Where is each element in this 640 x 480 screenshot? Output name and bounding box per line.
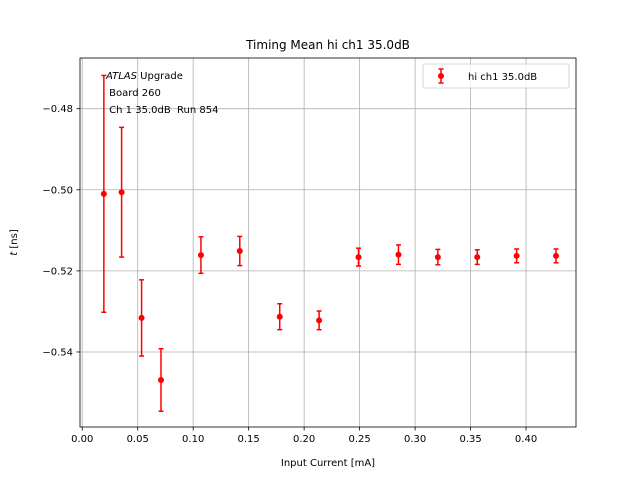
x-tick-label: 0.05 <box>127 434 149 445</box>
legend-point-marker <box>438 73 444 79</box>
annotation-line-1: ATLAS Upgrade <box>105 71 183 82</box>
y-tick-label: −0.50 <box>42 185 73 196</box>
point-marker <box>316 317 323 324</box>
annotation-atlas: ATLAS <box>105 71 138 82</box>
x-tick-label: 0.35 <box>459 434 481 445</box>
point-marker <box>474 254 481 261</box>
y-axis-label-unit: [ns] <box>9 229 20 252</box>
data-point <box>118 126 125 258</box>
point-marker <box>434 254 441 261</box>
x-tick-label: 0.15 <box>238 434 260 445</box>
data-point <box>236 235 243 267</box>
data-point <box>276 302 283 331</box>
plot-area <box>80 58 576 427</box>
x-tick-label: 0.30 <box>404 434 426 445</box>
data-point <box>513 248 520 264</box>
chart-title: Timing Mean hi ch1 35.0dB <box>245 38 410 52</box>
y-axis-label-symbol: t <box>9 251 20 256</box>
data-point <box>395 244 402 266</box>
annotation: ATLAS Upgrade Board 260 Ch 1 35.0dB Run … <box>105 71 219 116</box>
point-marker <box>276 313 283 320</box>
point-marker <box>513 252 520 259</box>
x-tick-label: 0.20 <box>293 434 315 445</box>
point-marker <box>553 252 560 259</box>
data-points <box>100 74 560 412</box>
x-tick-label: 0.10 <box>182 434 204 445</box>
x-tick-label: 0.40 <box>515 434 537 445</box>
x-tick-label: 0.00 <box>71 434 93 445</box>
annotation-line-2: Board 260 <box>106 88 161 99</box>
annotation-upgrade: Upgrade <box>137 71 183 82</box>
data-point <box>138 279 145 357</box>
point-marker <box>118 189 125 196</box>
y-tick-label: −0.52 <box>42 266 73 277</box>
point-marker <box>236 248 243 255</box>
y-tick-label: −0.48 <box>42 104 73 115</box>
data-point <box>316 310 323 331</box>
point-marker <box>197 252 204 259</box>
x-axis-ticks: 0.00 0.05 0.10 0.15 0.20 0.25 0.30 0.35 0.40 <box>71 427 537 445</box>
x-axis-label: Input Current [mA] <box>281 458 375 469</box>
legend: hi ch1 35.0dB <box>422 63 570 89</box>
y-tick-label: −0.54 <box>42 347 73 358</box>
data-point <box>434 248 441 266</box>
data-point <box>553 248 560 264</box>
y-axis-ticks: −0.54 −0.52 −0.50 −0.48 <box>42 104 80 358</box>
legend-marker <box>438 68 444 84</box>
point-marker <box>100 190 107 197</box>
legend-label: hi ch1 35.0dB <box>468 72 537 83</box>
point-marker <box>158 376 165 383</box>
x-tick-label: 0.25 <box>348 434 370 445</box>
point-marker <box>355 254 362 261</box>
data-point <box>474 249 481 266</box>
plot-frame <box>79 57 577 428</box>
legend-box <box>422 63 570 89</box>
y-axis-label: t [ns] <box>9 229 20 256</box>
point-marker <box>395 251 402 258</box>
grid-lines <box>80 58 576 427</box>
data-point <box>100 74 107 313</box>
data-point <box>158 347 165 412</box>
data-point <box>197 236 204 275</box>
point-marker <box>138 314 145 321</box>
annotation-line-3: Ch 1 35.0dB Run 854 <box>106 105 219 116</box>
data-point <box>355 247 362 267</box>
